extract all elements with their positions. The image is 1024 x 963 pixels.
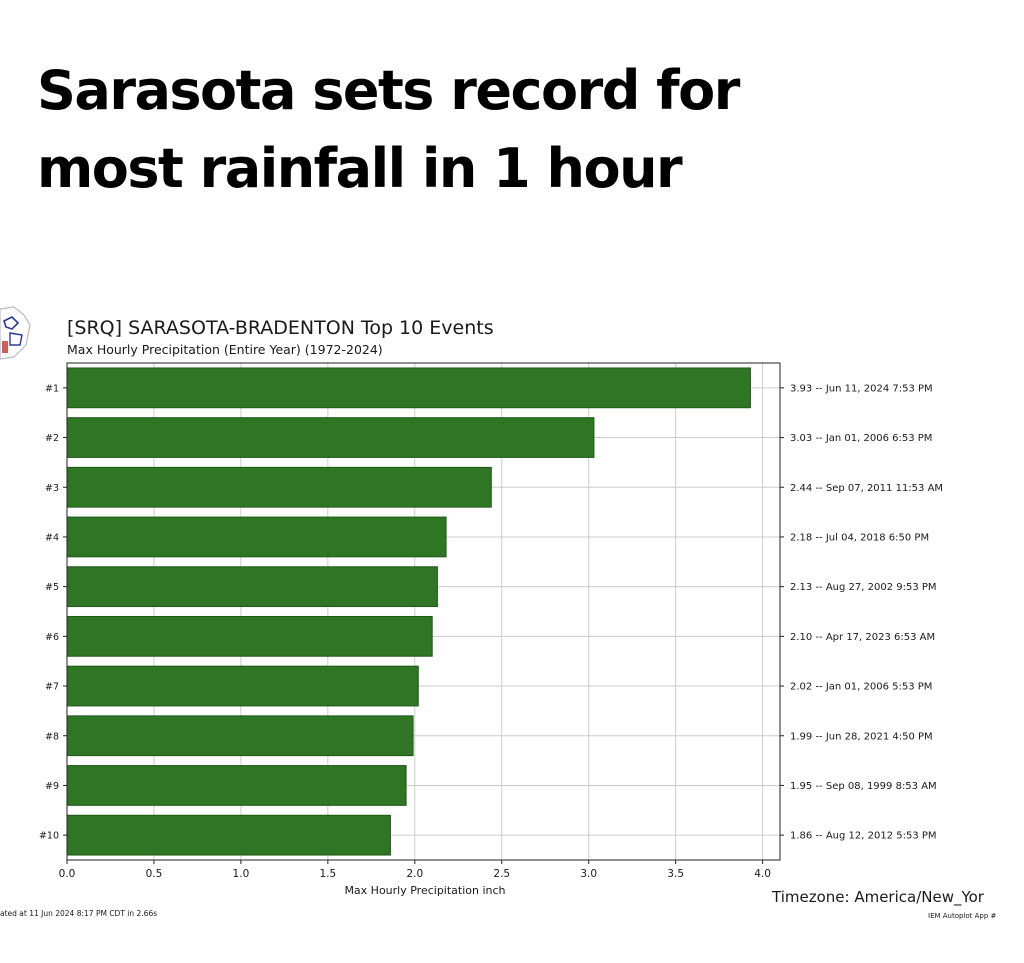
- chart-subtitle: Max Hourly Precipitation (Entire Year) (…: [67, 342, 383, 357]
- timezone-label: Timezone: America/New_Yor: [771, 888, 985, 907]
- category-label: #4: [45, 532, 59, 543]
- headline-line-1: Sarasota sets record for: [37, 59, 740, 122]
- category-label: #1: [45, 383, 59, 394]
- event-label: 3.93 -- Jun 11, 2024 7:53 PM: [790, 383, 933, 394]
- bar: [66, 814, 391, 856]
- bars: [66, 367, 751, 856]
- plot-frame: [66, 362, 781, 861]
- event-label: 2.44 -- Sep 07, 2011 11:53 AM: [790, 483, 943, 494]
- x-tick-label: 3.5: [667, 868, 684, 880]
- event-label: 2.13 -- Aug 27, 2002 9:53 PM: [790, 582, 937, 593]
- event-label: 3.03 -- Jan 01, 2006 6:53 PM: [790, 433, 932, 444]
- x-tick-label: 0.0: [59, 868, 76, 880]
- category-label: #6: [45, 632, 59, 643]
- category-label: #9: [45, 781, 59, 792]
- category-label: #3: [45, 483, 59, 494]
- event-label: 2.02 -- Jan 01, 2006 5:53 PM: [790, 682, 932, 693]
- bar: [66, 417, 595, 458]
- event-label: 1.99 -- Jun 28, 2021 4:50 PM: [790, 731, 933, 742]
- x-tick-label: 1.0: [233, 868, 250, 880]
- chart-title: [SRQ] SARASOTA-BRADENTON Top 10 Events: [67, 317, 494, 339]
- event-label: 1.86 -- Aug 12, 2012 5:53 PM: [790, 831, 937, 842]
- category-label: #8: [45, 731, 59, 742]
- category-label: #2: [45, 433, 59, 444]
- tick-labels: 0.0 0.5 1.0 1.5 2.0 2.5 3.0 3.5 4.0 #1 3.93 -- Jun…: [39, 383, 943, 880]
- x-tick-label: 2.5: [493, 868, 510, 880]
- bar: [66, 566, 438, 608]
- footer-generated-note: ated at 11 Jun 2024 8:17 PM CDT in 2.66s: [0, 909, 157, 918]
- event-label: 2.10 -- Apr 17, 2023 6:53 AM: [790, 632, 935, 643]
- precip-chart: [SRQ] SARASOTA-BRADENTON Top 10 Events M…: [0, 317, 997, 920]
- category-label: #5: [45, 582, 59, 593]
- bar: [66, 715, 414, 757]
- x-tick-label: 2.0: [406, 868, 423, 880]
- bar: [66, 367, 751, 409]
- footer-app-note: IEM Autoplot App #: [928, 912, 997, 920]
- x-tick-label: 3.0: [580, 868, 597, 880]
- category-label: #10: [39, 831, 59, 842]
- category-label: #7: [45, 682, 59, 693]
- bar: [66, 765, 407, 806]
- bar: [66, 516, 447, 558]
- bar: [66, 615, 433, 657]
- x-axis-label: Max Hourly Precipitation inch: [344, 884, 505, 897]
- x-tick-label: 0.5: [146, 868, 163, 880]
- headline: Sarasota sets record for most rainfall i…: [37, 52, 997, 208]
- bar: [66, 466, 492, 508]
- event-label: 2.18 -- Jul 04, 2018 6:50 PM: [790, 532, 929, 543]
- x-tick-label: 4.0: [754, 868, 771, 880]
- event-label: 1.95 -- Sep 08, 1999 8:53 AM: [790, 781, 937, 792]
- bar: [66, 665, 419, 707]
- headline-line-2: most rainfall in 1 hour: [37, 137, 683, 200]
- x-tick-label: 1.5: [320, 868, 337, 880]
- iem-logo-icon: [0, 306, 31, 360]
